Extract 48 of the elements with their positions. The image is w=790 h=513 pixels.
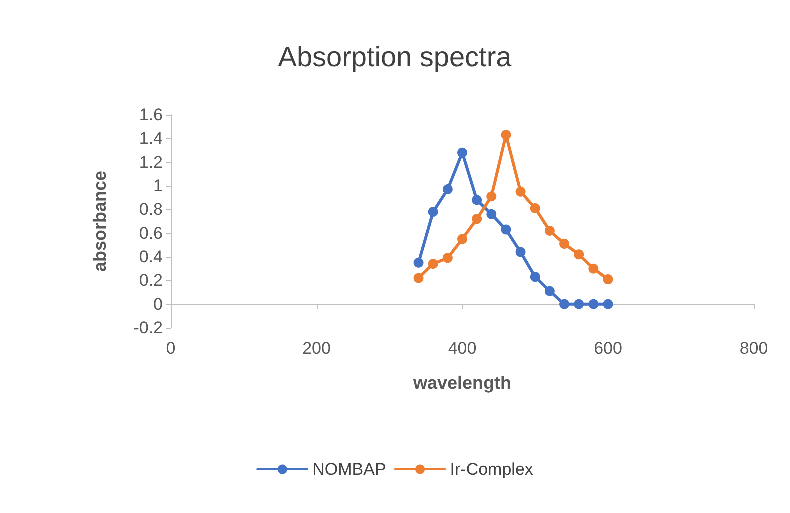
- x-tick-label: 800: [740, 339, 768, 358]
- x-tick-label: 400: [448, 339, 477, 358]
- point: [472, 214, 482, 224]
- point: [501, 224, 512, 235]
- y-tick-label: 1: [154, 176, 163, 196]
- point: [458, 234, 468, 244]
- point: [560, 238, 570, 249]
- point: [486, 209, 497, 220]
- y-tick-label: 0.2: [139, 271, 163, 290]
- point: [428, 259, 438, 270]
- y-tick-label: 0.4: [139, 248, 163, 266]
- point: [603, 299, 614, 310]
- chart-title: Absorption spectra: [278, 42, 512, 72]
- x-tick-label: 0: [166, 339, 176, 358]
- point: [516, 247, 526, 258]
- point: [560, 299, 570, 310]
- legend-label: Ir-Complex: [450, 460, 534, 479]
- x-axis-title: wavelength: [412, 373, 512, 393]
- y-tick-label: 0.8: [139, 200, 163, 220]
- y-tick-label: -0.2: [134, 318, 163, 338]
- point: [530, 203, 540, 214]
- point: [414, 258, 424, 268]
- point: [588, 264, 599, 274]
- point: [458, 148, 468, 158]
- x-tick-label: 600: [594, 339, 622, 358]
- point: [428, 207, 438, 218]
- point: [530, 272, 540, 282]
- point: [472, 195, 482, 206]
- y-tick-label: 0.6: [139, 224, 163, 243]
- point: [603, 274, 614, 284]
- point: [544, 286, 555, 296]
- point: [516, 186, 526, 197]
- point: [414, 273, 424, 284]
- point: [486, 192, 497, 202]
- point: [588, 299, 599, 310]
- y-tick-label: 1.4: [139, 129, 163, 148]
- x-tick-label: 200: [302, 339, 331, 358]
- point: [574, 250, 584, 260]
- point: [574, 299, 584, 310]
- point: [442, 253, 453, 264]
- point: [442, 184, 453, 195]
- point: [544, 226, 555, 236]
- legend-label: NOMBAP: [312, 460, 386, 479]
- y-tick-label: 1.6: [139, 106, 163, 124]
- y-tick-label: 0: [154, 294, 163, 314]
- y-axis-title: absorbance: [90, 170, 110, 272]
- point: [501, 130, 512, 140]
- y-tick-label: 1.2: [139, 152, 163, 172]
